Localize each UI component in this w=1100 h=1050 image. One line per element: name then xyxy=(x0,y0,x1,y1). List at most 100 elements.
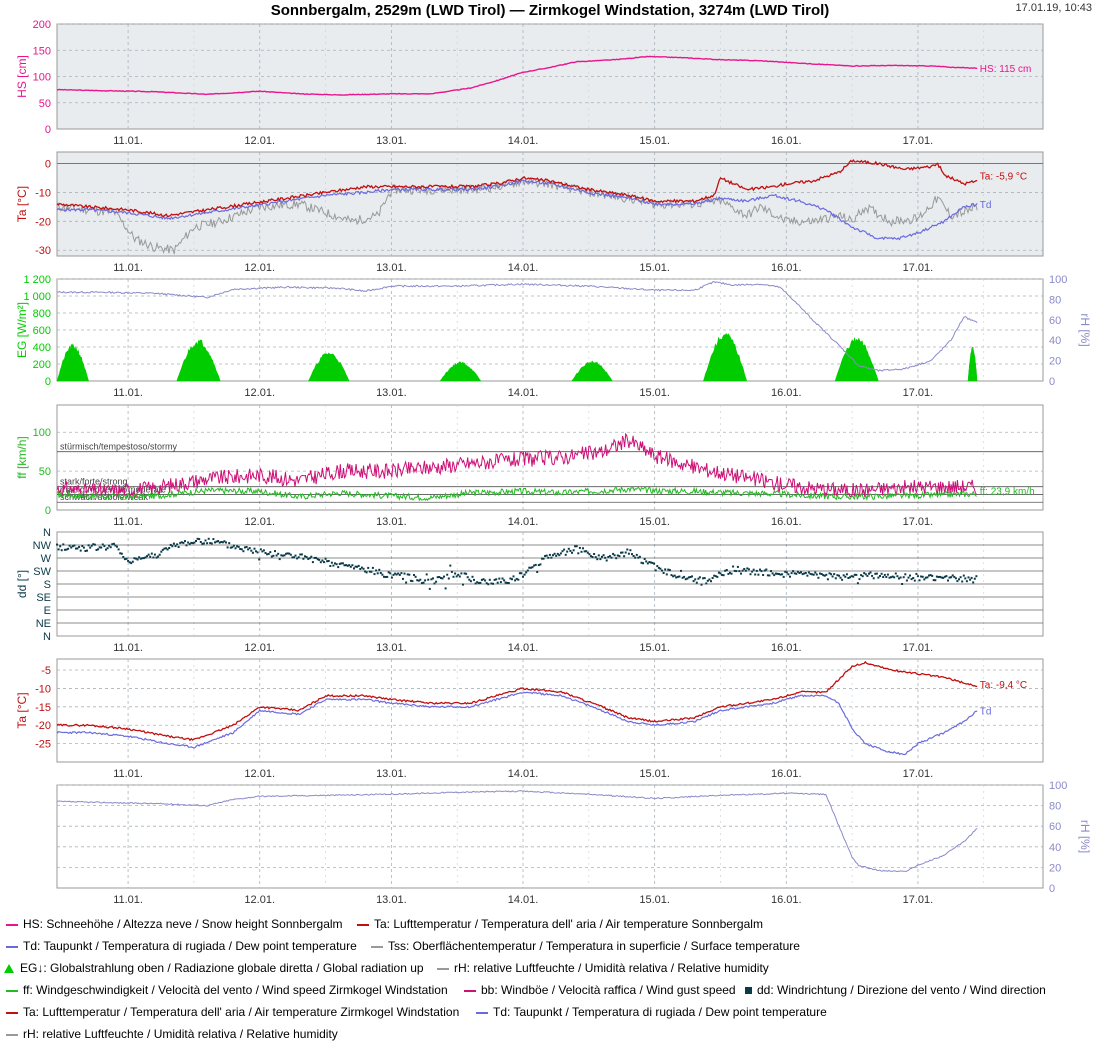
wind-direction-point xyxy=(507,582,510,584)
wind-direction-point xyxy=(904,573,907,576)
wind-direction-point xyxy=(703,577,706,580)
plot-area-6 xyxy=(56,784,1044,889)
y-tick-label: -25 xyxy=(35,739,51,751)
wind-direction-point xyxy=(397,572,400,575)
wind-direction-point xyxy=(860,574,863,577)
wind-direction-point xyxy=(621,551,624,554)
wind-direction-point xyxy=(308,557,311,560)
wind-direction-point xyxy=(673,574,676,577)
x-tick-label: 11.01. xyxy=(113,768,143,780)
wind-direction-point xyxy=(433,582,436,585)
wind-direction-point xyxy=(293,556,295,559)
wind-direction-point xyxy=(684,578,687,581)
wind-direction-point xyxy=(419,578,422,581)
wind-direction-point xyxy=(928,574,930,577)
wind-direction-point xyxy=(825,573,828,576)
radiation-area-7 xyxy=(967,346,978,382)
wind-direction-point xyxy=(82,546,85,549)
wind-direction-point xyxy=(131,560,134,563)
wind-direction-point xyxy=(487,583,490,586)
legend-line-icon xyxy=(357,923,369,926)
wind-direction-point xyxy=(443,575,445,578)
wind-direction-point xyxy=(371,566,374,569)
y-tick-label: -20 xyxy=(35,216,51,228)
wind-direction-point xyxy=(92,543,95,546)
wind-direction-point xyxy=(108,544,111,547)
wind-direction-point xyxy=(811,573,814,576)
square-icon xyxy=(745,987,752,995)
wind-direction-point xyxy=(803,572,806,575)
wind-direction-point xyxy=(766,574,769,577)
wind-direction-point xyxy=(711,577,714,579)
wind-direction-point xyxy=(522,575,524,578)
wind-direction-point xyxy=(913,579,916,582)
wind-direction-point xyxy=(909,574,911,577)
wind-direction-point xyxy=(398,573,401,576)
y-tick-label: 0 xyxy=(45,505,51,517)
wind-direction-point xyxy=(599,558,602,561)
wind-direction-point xyxy=(826,578,829,581)
wind-direction-point xyxy=(809,572,812,575)
wind-direction-point xyxy=(473,578,475,581)
wind-direction-point xyxy=(171,545,174,548)
wind-direction-point xyxy=(648,561,651,564)
wind-direction-point xyxy=(300,553,303,556)
wind-direction-point xyxy=(907,576,910,579)
wind-direction-point xyxy=(261,550,264,553)
wind-direction-point xyxy=(179,541,182,544)
wind-direction-point xyxy=(105,548,107,551)
wind-direction-point xyxy=(326,560,329,563)
wind-direction-point xyxy=(285,552,288,555)
x-tick-label: 16.01. xyxy=(771,768,802,780)
wind-direction-point xyxy=(531,566,534,569)
wind-direction-point xyxy=(155,556,158,559)
wind-direction-point xyxy=(866,574,869,577)
wind-direction-point xyxy=(466,576,469,579)
wind-direction-point xyxy=(932,579,935,582)
y-tick-label: 800 xyxy=(33,308,51,320)
legend-item-eg: EG↓: Globalstrahlung oben / Radiazione g… xyxy=(4,960,424,976)
legend-line-icon xyxy=(371,945,383,948)
wind-direction-point xyxy=(947,579,949,582)
legend-line-icon xyxy=(476,1011,488,1014)
wind-direction-point xyxy=(86,549,88,552)
wind-direction-point xyxy=(417,579,420,582)
wind-direction-point xyxy=(403,572,406,575)
wind-direction-point xyxy=(204,539,207,542)
wind-direction-point xyxy=(161,548,164,551)
wind-direction-point xyxy=(116,545,118,548)
wind-direction-point xyxy=(668,569,671,572)
wind-direction-point xyxy=(537,564,540,567)
wind-direction-point xyxy=(288,552,291,555)
wind-direction-point xyxy=(664,568,667,571)
wind-direction-point xyxy=(375,569,378,572)
wind-direction-point xyxy=(310,555,313,558)
wind-direction-point xyxy=(462,583,464,586)
wind-direction-point xyxy=(833,573,836,576)
x-tick-label: 12.01. xyxy=(244,516,275,528)
wind-direction-point xyxy=(777,573,780,575)
wind-direction-point xyxy=(237,545,240,548)
wind-direction-point xyxy=(604,556,607,559)
wind-direction-point xyxy=(373,573,376,576)
wind-direction-point xyxy=(180,541,183,544)
wind-direction-point xyxy=(330,561,333,564)
radiation-area-4 xyxy=(571,360,613,382)
legend-item-td-zirmkogel: Td: Taupunkt / Temperatura di rugiada / … xyxy=(476,1004,827,1020)
series-line-ff xyxy=(56,485,977,502)
wind-direction-point xyxy=(408,573,411,576)
y2-axis-label: rH [%] xyxy=(1078,820,1092,853)
wind-direction-point xyxy=(672,575,675,578)
wind-direction-point xyxy=(935,575,938,578)
end-label-ff: ff: 23,9 km/h xyxy=(980,486,1035,497)
wind-direction-point xyxy=(283,554,286,557)
wind-direction-point xyxy=(103,545,106,548)
wind-direction-point xyxy=(656,565,659,568)
wind-direction-point xyxy=(242,550,245,553)
x-tick-label: 11.01. xyxy=(113,894,143,906)
y-tick-label: 600 xyxy=(33,325,51,337)
x-tick-label: 17.01. xyxy=(903,768,934,780)
wind-direction-point xyxy=(125,557,128,560)
wind-direction-point xyxy=(95,549,98,551)
wind-direction-point xyxy=(476,581,479,584)
